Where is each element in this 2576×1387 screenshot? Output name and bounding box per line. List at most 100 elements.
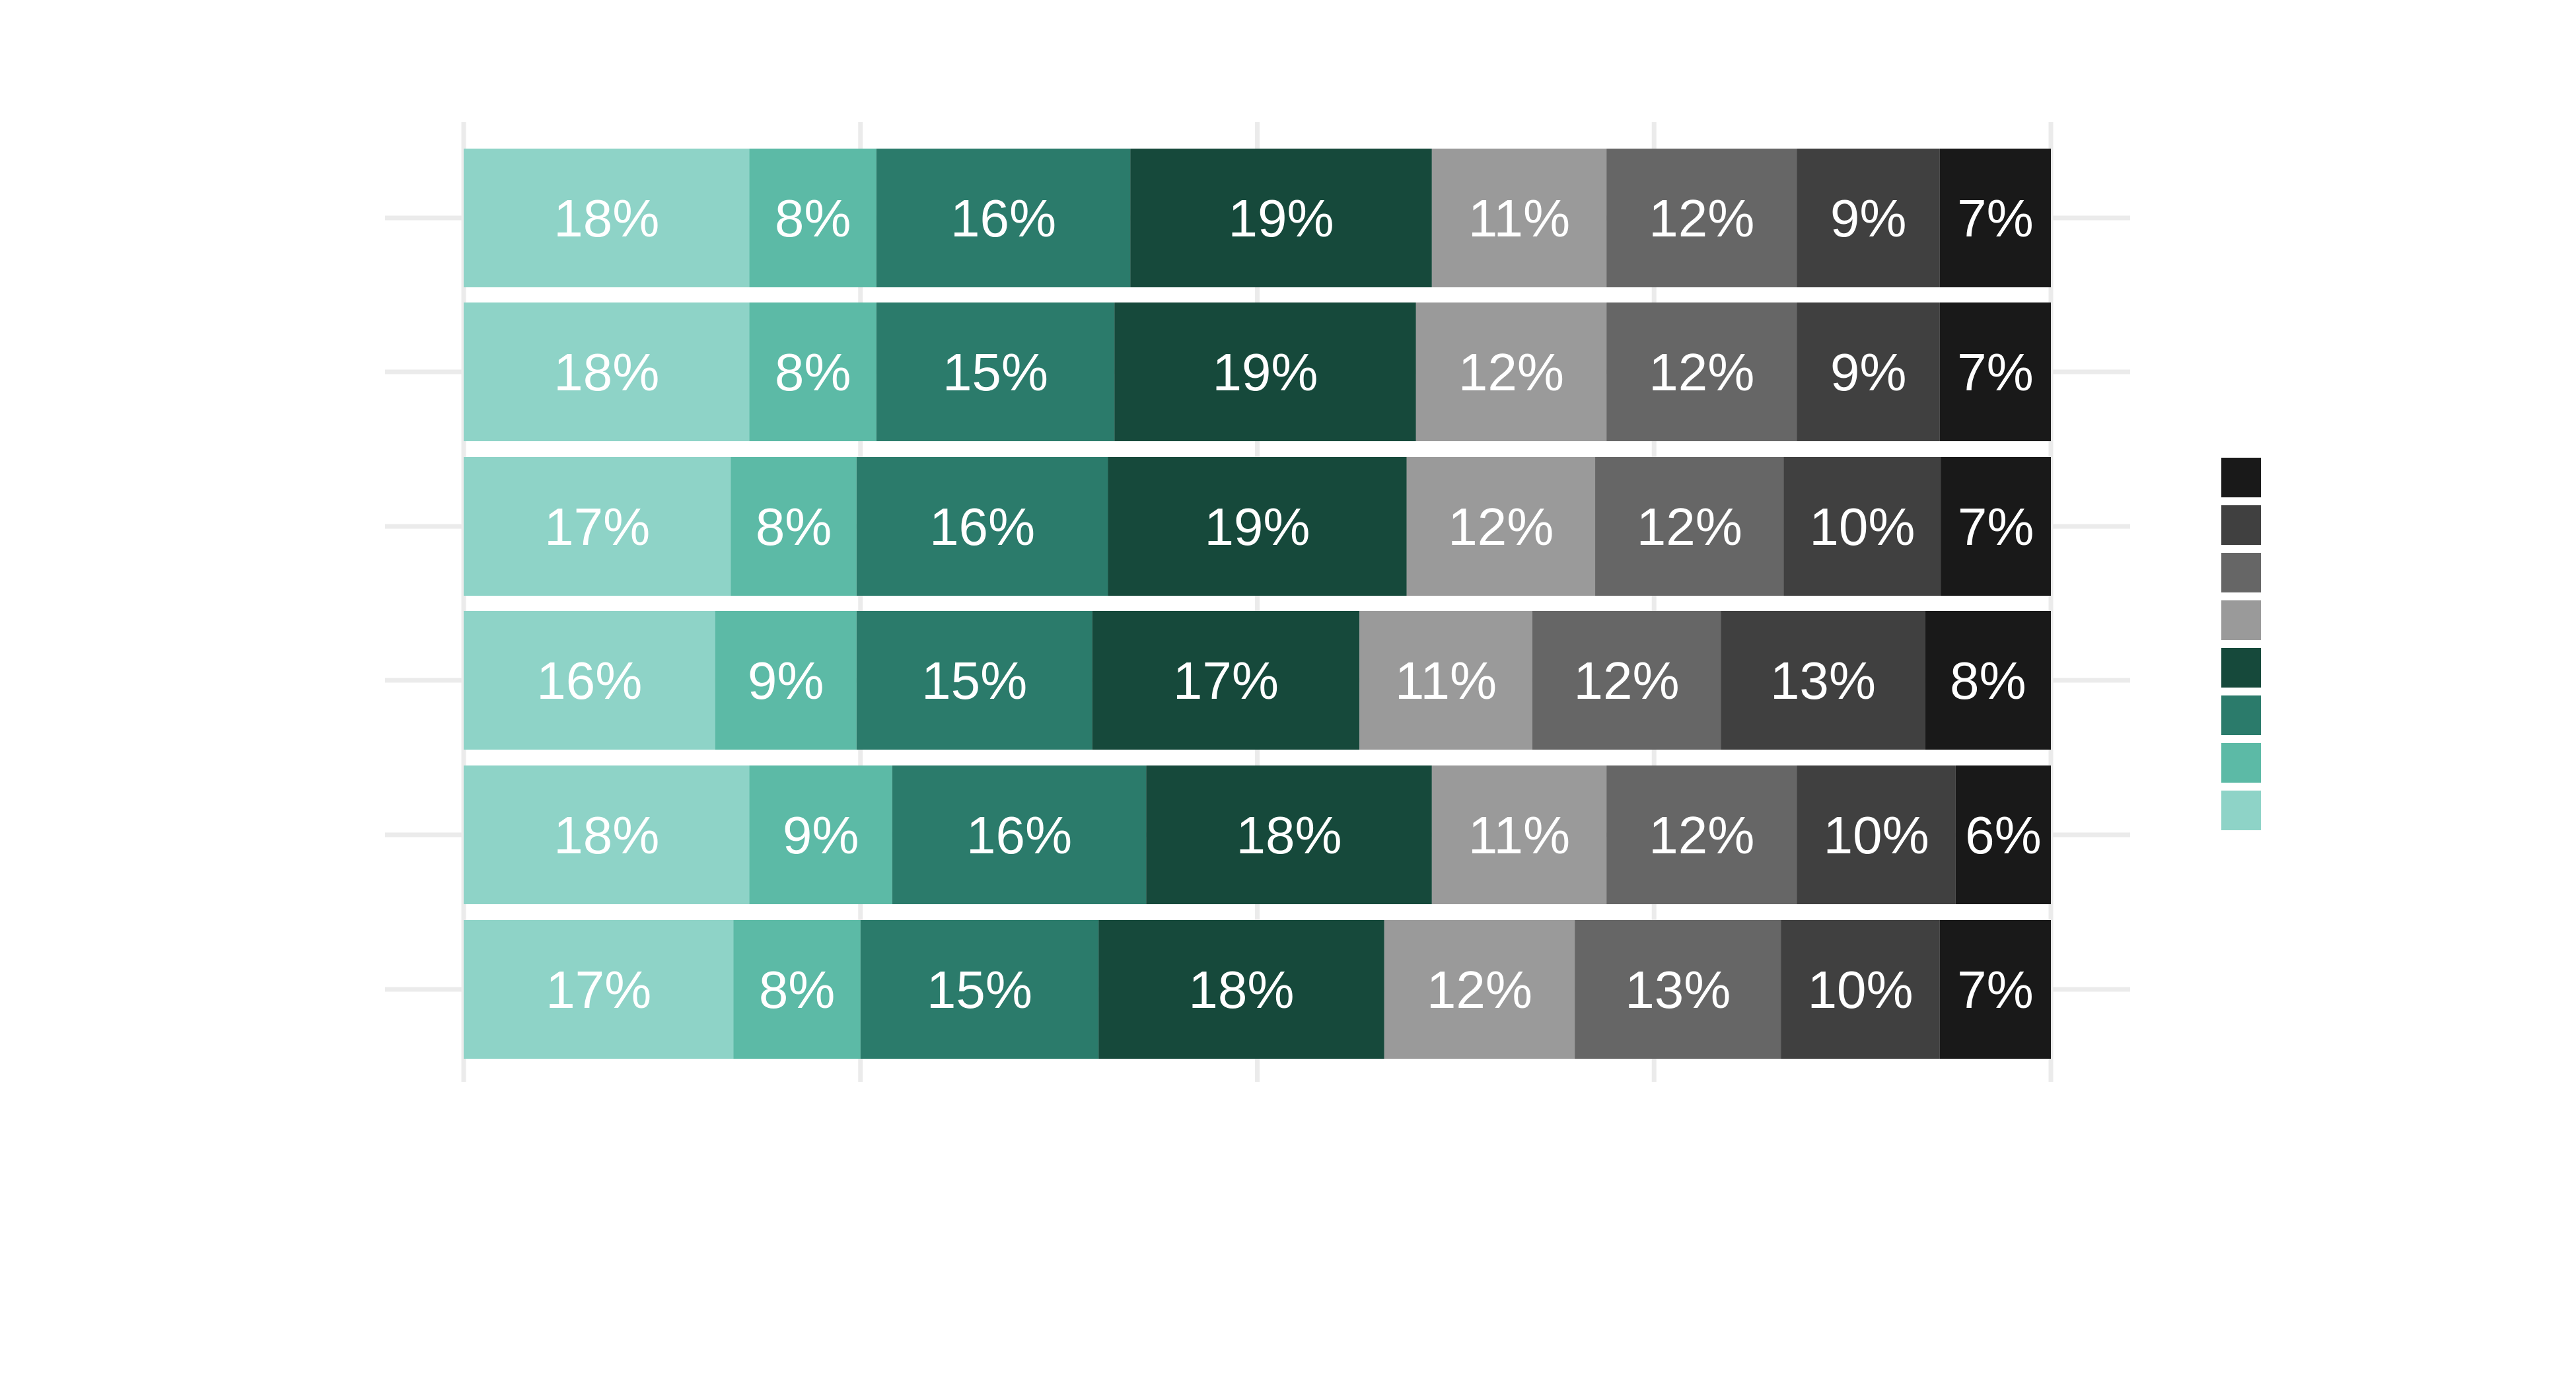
- bar-segment: [892, 765, 1147, 904]
- legend-swatch: [2221, 648, 2261, 688]
- bar-segment: [464, 765, 750, 904]
- bar-segment: [464, 457, 731, 596]
- bar-segment: [1797, 149, 1940, 287]
- bar-segment: [1532, 611, 1721, 750]
- bar-segment-label: 12%: [1574, 651, 1680, 710]
- bar-segment-label: 17%: [1173, 651, 1279, 710]
- bar-segment-label: 9%: [1830, 189, 1907, 248]
- bar-segment-label: 7%: [1957, 189, 2034, 248]
- bar-segment-label: 18%: [554, 189, 659, 248]
- bar-segment: [1595, 457, 1784, 596]
- legend-swatch: [2221, 553, 2261, 592]
- bar-segment: [1406, 457, 1596, 596]
- bar-segment-label: 16%: [966, 806, 1072, 865]
- legend-swatch: [2221, 791, 2261, 830]
- bar-segment: [1415, 302, 1607, 441]
- labels-layer: 18% 8% 16% 19% 11% 12% 9% 7% 18% 8% 15% 19% 12% 12% 9%…: [536, 189, 2041, 1019]
- bar-segment: [749, 765, 892, 904]
- bar-segment-label: 11%: [1395, 651, 1497, 710]
- bar-segment-label: 13%: [1770, 651, 1876, 710]
- bar-segment-label: 16%: [536, 651, 642, 710]
- bar-segment-label: 11%: [1468, 806, 1570, 865]
- bar-segment-label: 12%: [1458, 343, 1564, 402]
- legend: [2221, 458, 2261, 830]
- bar-segment: [860, 920, 1099, 1059]
- bar-segment-label: 8%: [1950, 651, 2026, 710]
- legend-swatch: [2221, 505, 2261, 545]
- bar-segment-label: 7%: [1957, 960, 2034, 1019]
- bar-segment: [1130, 149, 1432, 287]
- bar-segment-label: 10%: [1824, 806, 1929, 865]
- bar-segment: [1098, 920, 1384, 1059]
- bar-segment: [464, 149, 750, 287]
- bar-segment-label: 12%: [1637, 497, 1742, 556]
- bar-segment-label: 8%: [775, 189, 851, 248]
- bar-segment-label: 13%: [1625, 960, 1731, 1019]
- bar-segment-label: 12%: [1649, 189, 1754, 248]
- legend-swatch: [2221, 695, 2261, 735]
- bar-segment: [876, 302, 1115, 441]
- bar-segment: [856, 611, 1092, 750]
- bar-segment-label: 7%: [1958, 497, 2034, 556]
- bar-segment-label: 7%: [1957, 343, 2034, 402]
- bar-segment: [464, 920, 734, 1059]
- bar-segment-label: 8%: [759, 960, 836, 1019]
- bar-segment: [1092, 611, 1360, 750]
- bar-segment-label: 10%: [1808, 960, 1914, 1019]
- bar-segment: [1925, 611, 2051, 750]
- bar-segment: [1783, 457, 1941, 596]
- bar-segment-label: 12%: [1649, 343, 1754, 402]
- bar-segment-label: 12%: [1649, 806, 1754, 865]
- legend-swatch: [2221, 743, 2261, 783]
- bar-segment-label: 17%: [546, 960, 651, 1019]
- bar-segment: [731, 457, 857, 596]
- bar-segment: [856, 457, 1108, 596]
- bar-segment-label: 8%: [756, 497, 832, 556]
- bar-segment: [1797, 302, 1940, 441]
- bar-segment-label: 18%: [1188, 960, 1294, 1019]
- bar-segment: [1606, 765, 1797, 904]
- bar-segment-label: 15%: [943, 343, 1048, 402]
- bar-segment-label: 9%: [1830, 343, 1907, 402]
- bar-segment: [1939, 920, 2051, 1059]
- bar-segment-label: 19%: [1212, 343, 1318, 402]
- bar-segment: [1606, 302, 1797, 441]
- bar-segment: [1431, 149, 1607, 287]
- bar-segment-label: 6%: [1965, 806, 2042, 865]
- legend-swatch: [2221, 458, 2261, 497]
- bar-segment: [733, 920, 861, 1059]
- bar-segment-label: 19%: [1204, 497, 1310, 556]
- bar-segment: [464, 302, 750, 441]
- bar-segment-label: 9%: [783, 806, 859, 865]
- bar-segment-label: 9%: [748, 651, 824, 710]
- bar-segment: [1108, 457, 1407, 596]
- bar-segment: [1797, 765, 1956, 904]
- bar-segment-label: 12%: [1448, 497, 1554, 556]
- bar-segment: [1606, 149, 1797, 287]
- bar-segment-label: 18%: [554, 806, 659, 865]
- bar-segment-label: 15%: [927, 960, 1032, 1019]
- bar-segment: [749, 149, 877, 287]
- bar-segment: [1384, 920, 1575, 1059]
- bar-segment-label: 11%: [1468, 189, 1570, 248]
- bar-segment-label: 18%: [1236, 806, 1342, 865]
- bar-segment: [1955, 765, 2051, 904]
- bar-segment-label: 8%: [775, 343, 851, 402]
- bar-segment: [1939, 149, 2051, 287]
- bar-segment: [749, 302, 877, 441]
- bar-segment: [876, 149, 1131, 287]
- bar-segment: [715, 611, 857, 750]
- bar-segment: [1781, 920, 1940, 1059]
- bar-segment: [1431, 765, 1607, 904]
- bar-segment-label: 15%: [921, 651, 1027, 710]
- bar-segment-label: 10%: [1809, 497, 1915, 556]
- bar-segment: [1721, 611, 1925, 750]
- bar-segment: [1941, 457, 2051, 596]
- bar-segment-label: 16%: [950, 189, 1056, 248]
- bar-segment: [1114, 302, 1416, 441]
- bar-segment: [1146, 765, 1432, 904]
- bar-segment: [1939, 302, 2051, 441]
- bar-segment-label: 16%: [929, 497, 1035, 556]
- bar-segment: [1359, 611, 1532, 750]
